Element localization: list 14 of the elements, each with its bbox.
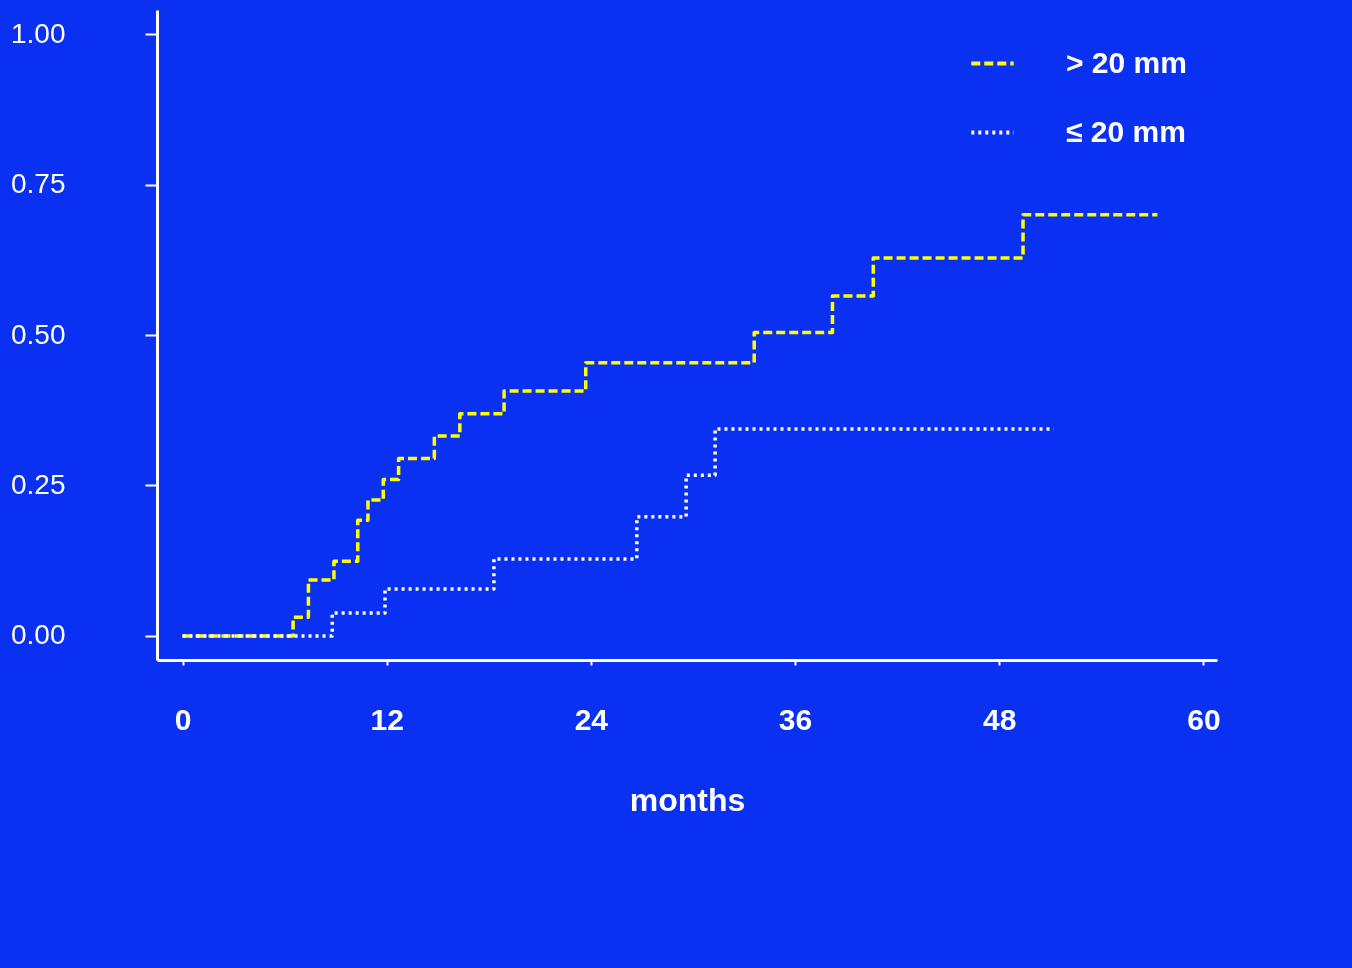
x-axis-title: months xyxy=(629,781,746,818)
legend-label: ≤ 20 mm xyxy=(1066,114,1186,148)
legend-label: > 20 mm xyxy=(1066,45,1187,79)
y-tick-label: 0.50 xyxy=(11,318,66,350)
x-tick-label: 12 xyxy=(370,702,404,736)
x-tick-label: 24 xyxy=(574,702,609,736)
x-tick-label: 60 xyxy=(1187,702,1221,736)
y-tick-label: 0.00 xyxy=(11,619,66,651)
x-tick-label: 36 xyxy=(778,702,813,736)
y-tick-label: 1.00 xyxy=(11,17,66,49)
y-tick-label: 0.75 xyxy=(11,168,66,200)
x-tick-label: 48 xyxy=(983,702,1017,736)
y-tick-label: 0.25 xyxy=(11,468,66,500)
x-tick-label: 0 xyxy=(174,702,192,736)
